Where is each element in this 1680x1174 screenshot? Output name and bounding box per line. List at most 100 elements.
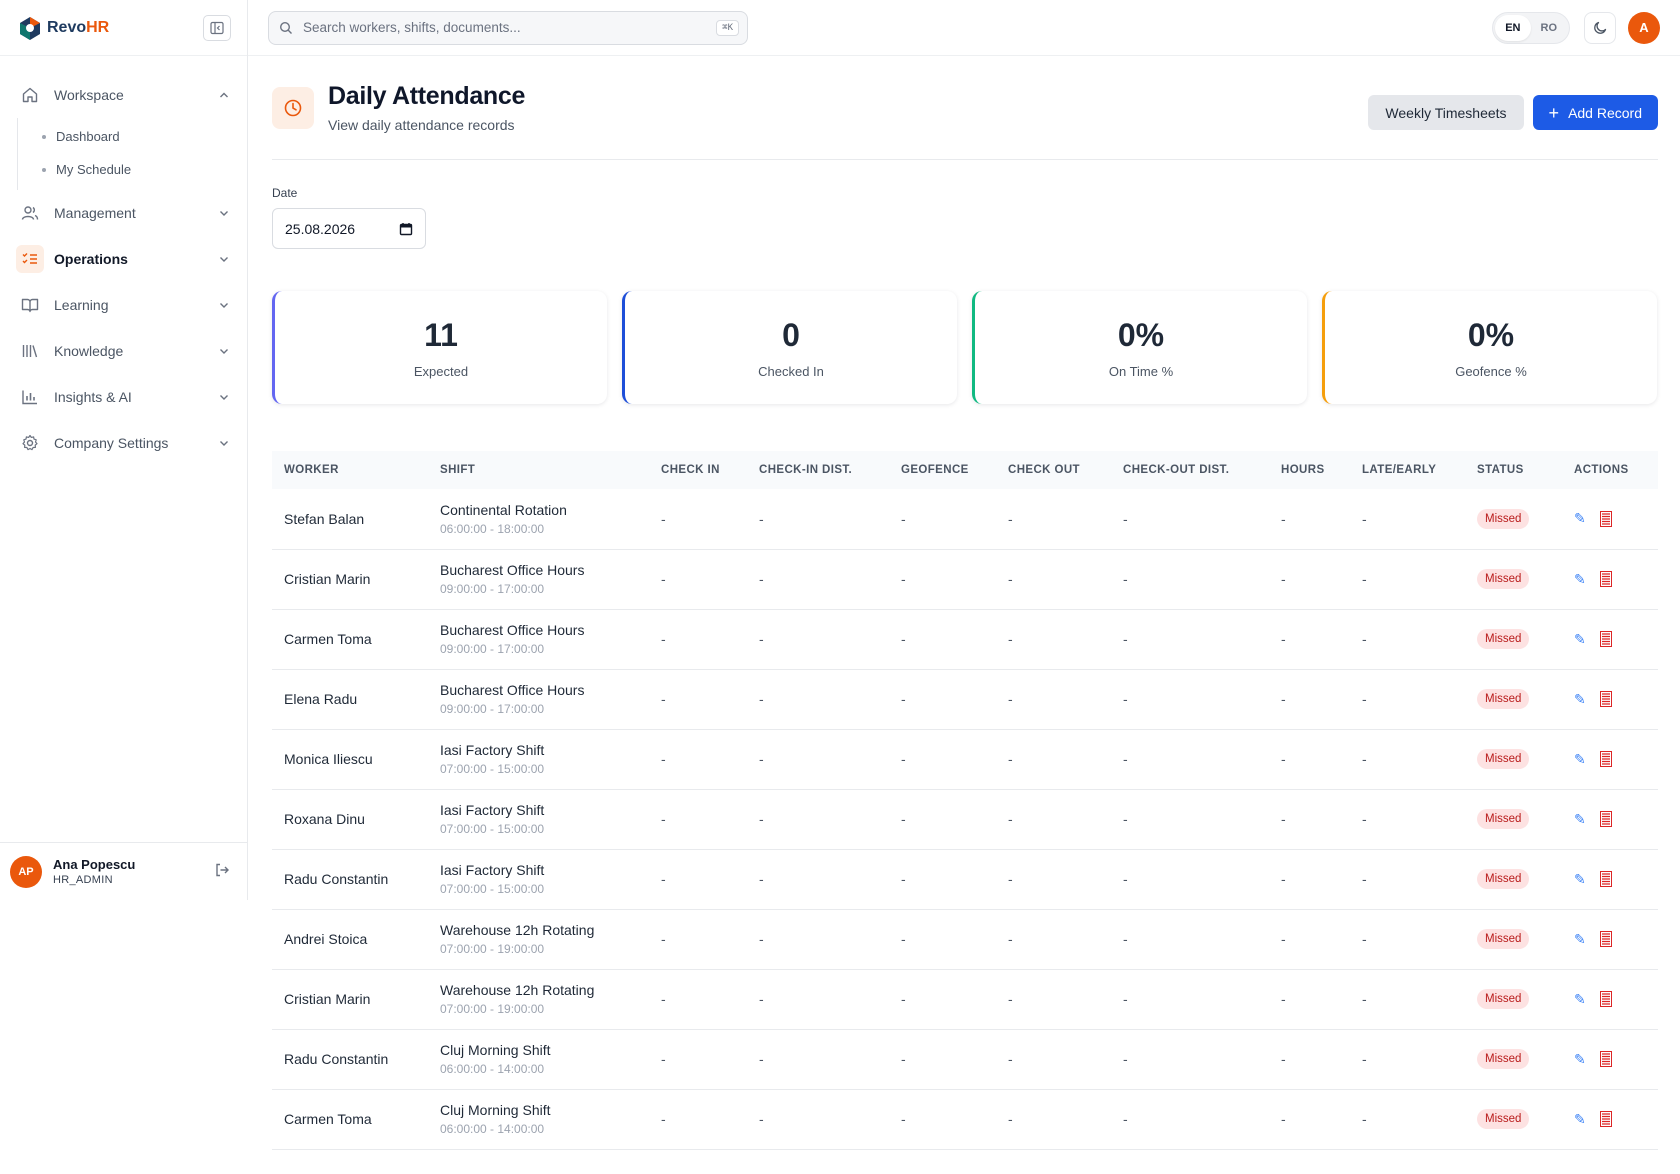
empty-value: - xyxy=(901,871,906,887)
nav-section-insights-ai[interactable]: Insights & AI xyxy=(0,374,247,420)
column-header[interactable]: CHECK-IN DIST. xyxy=(759,464,853,476)
table-cell: - xyxy=(889,1089,996,1149)
table-row[interactable]: Radu Constantin Cluj Morning Shift 06:00:0… xyxy=(272,1029,1658,1089)
empty-value: - xyxy=(759,931,764,947)
worker-name: Radu Constantin xyxy=(284,871,389,887)
column-header[interactable]: STATUS xyxy=(1477,464,1524,476)
avatar[interactable]: AP xyxy=(10,855,42,888)
empty-value: - xyxy=(1123,691,1128,707)
delete-icon[interactable] xyxy=(1599,1051,1612,1067)
column-header[interactable]: HOURS xyxy=(1281,464,1325,476)
delete-icon[interactable] xyxy=(1599,631,1612,647)
date-input[interactable]: 25.08.2026 xyxy=(272,208,426,249)
delete-icon[interactable] xyxy=(1599,571,1612,587)
table-row[interactable]: Cristian Marin Warehouse 12h Rotating 07:0… xyxy=(272,969,1658,1029)
worker-cell: Elena Radu xyxy=(272,669,428,729)
column-header[interactable]: CHECK IN xyxy=(661,464,720,476)
table-cell: - xyxy=(996,789,1111,849)
empty-value: - xyxy=(901,631,906,647)
calendar-icon[interactable] xyxy=(399,222,413,236)
table-cell: - xyxy=(1350,549,1465,609)
column-header[interactable]: LATE/EARLY xyxy=(1362,464,1437,476)
brand-name: RevoHR xyxy=(47,18,110,36)
edit-icon[interactable]: ✎ xyxy=(1574,750,1586,767)
edit-icon[interactable]: ✎ xyxy=(1574,810,1586,827)
revohr-logo[interactable] xyxy=(16,14,44,42)
edit-icon[interactable]: ✎ xyxy=(1574,510,1586,527)
edit-icon[interactable]: ✎ xyxy=(1574,630,1586,647)
add-record-button[interactable]: + Add Record xyxy=(1532,95,1658,130)
theme-toggle-button[interactable] xyxy=(1584,11,1616,44)
worker-name: Andrei Stoica xyxy=(284,931,368,947)
delete-icon[interactable] xyxy=(1599,691,1612,707)
column-header[interactable]: WORKER xyxy=(284,464,339,476)
column-header[interactable]: SHIFT xyxy=(440,464,476,476)
edit-icon[interactable]: ✎ xyxy=(1574,1110,1586,1127)
date-filter: Date 25.08.2026 xyxy=(272,186,1658,249)
empty-value: - xyxy=(661,510,666,527)
language-ro[interactable]: RO xyxy=(1540,21,1558,34)
delete-icon[interactable] xyxy=(1599,751,1612,767)
table-row[interactable]: Radu Constantin Iasi Factory Shift 07:00:0… xyxy=(272,849,1658,909)
logout-button[interactable] xyxy=(214,862,230,881)
table-row[interactable]: Carmen Toma Cluj Morning Shift 06:00:00 - … xyxy=(272,1089,1658,1149)
empty-value: - xyxy=(1008,631,1013,647)
delete-icon[interactable] xyxy=(1599,871,1612,887)
delete-icon[interactable] xyxy=(1599,811,1612,827)
delete-icon[interactable] xyxy=(1599,931,1612,947)
column-header[interactable]: CHECK-OUT DIST. xyxy=(1123,464,1230,476)
edit-icon[interactable]: ✎ xyxy=(1574,570,1586,587)
worker-cell: Radu Constantin xyxy=(272,1029,428,1089)
collapse-sidebar-button[interactable] xyxy=(203,14,231,41)
edit-icon[interactable]: ✎ xyxy=(1574,990,1586,1007)
table-row[interactable]: Elena Radu Bucharest Office Hours 09:00:00… xyxy=(272,669,1658,729)
worker-name: Roxana Dinu xyxy=(284,811,365,827)
table-row[interactable]: Andrei Stoica Warehouse 12h Rotating 07:00… xyxy=(272,909,1658,969)
table-cell: - xyxy=(1269,909,1350,969)
edit-icon[interactable]: ✎ xyxy=(1574,1050,1586,1067)
stat-cards: 11 Expected 0 Checked In 0% On Time % 0%… xyxy=(272,291,1658,404)
table-row[interactable]: Carmen Toma Bucharest Office Hours 09:00:0… xyxy=(272,609,1658,669)
table-row[interactable]: Roxana Dinu Iasi Factory Shift 07:00:00 - … xyxy=(272,789,1658,849)
delete-icon[interactable] xyxy=(1599,1111,1612,1127)
edit-icon[interactable]: ✎ xyxy=(1574,870,1586,887)
actions-cell: ✎ xyxy=(1562,1089,1658,1149)
user-avatar[interactable]: A xyxy=(1628,11,1660,44)
delete-icon[interactable] xyxy=(1599,991,1612,1007)
search-input[interactable]: Search workers, shifts, documents... ⌘K xyxy=(268,10,748,45)
sidebar-item-dashboard[interactable]: Dashboard xyxy=(18,120,247,153)
edit-icon[interactable]: ✎ xyxy=(1574,930,1586,947)
table-row[interactable]: Cristian Marin Bucharest Office Hours 09:0… xyxy=(272,549,1658,609)
table-cell: - xyxy=(1111,729,1269,789)
column-header[interactable]: CHECK OUT xyxy=(1008,464,1080,476)
table-cell: - xyxy=(747,729,889,789)
weekly-timesheets-button[interactable]: Weekly Timesheets xyxy=(1368,95,1524,130)
table-cell: - xyxy=(649,909,747,969)
language-en[interactable]: EN xyxy=(1495,14,1531,41)
empty-value: - xyxy=(1008,1111,1013,1127)
sidebar-item-my-schedule[interactable]: My Schedule xyxy=(18,153,247,186)
shift-cell: Iasi Factory Shift 07:00:00 - 15:00:00 xyxy=(428,729,649,789)
empty-value: - xyxy=(1008,1051,1013,1067)
edit-icon[interactable]: ✎ xyxy=(1574,690,1586,707)
actions-cell: ✎ xyxy=(1562,489,1658,549)
empty-value: - xyxy=(901,751,906,767)
nav-section-learning[interactable]: Learning xyxy=(0,282,247,328)
empty-value: - xyxy=(661,571,666,587)
shift-cell: Continental Rotation 06:00:00 - 18:00:00 xyxy=(428,489,649,549)
table-row[interactable]: Stefan Balan Continental Rotation 06:00:00… xyxy=(272,489,1658,549)
nav-section-company-settings[interactable]: Company Settings xyxy=(0,420,247,466)
stat-value: 0 xyxy=(782,316,800,353)
nav-section-management[interactable]: Management xyxy=(0,190,247,236)
delete-icon[interactable] xyxy=(1599,510,1612,527)
status-cell: Missed xyxy=(1465,1029,1562,1089)
table-cell: - xyxy=(1350,609,1465,669)
nav-section-workspace[interactable]: Workspace xyxy=(0,72,247,118)
stat-value: 0% xyxy=(1117,316,1165,353)
column-header[interactable]: GEOFENCE xyxy=(901,464,969,476)
nav-section-operations[interactable]: Operations xyxy=(0,236,247,282)
nav-section-knowledge[interactable]: Knowledge xyxy=(0,328,247,374)
empty-value: - xyxy=(759,510,764,527)
table-row[interactable]: Monica Iliescu Iasi Factory Shift 07:00:00… xyxy=(272,729,1658,789)
actions-cell: ✎ xyxy=(1562,729,1658,789)
